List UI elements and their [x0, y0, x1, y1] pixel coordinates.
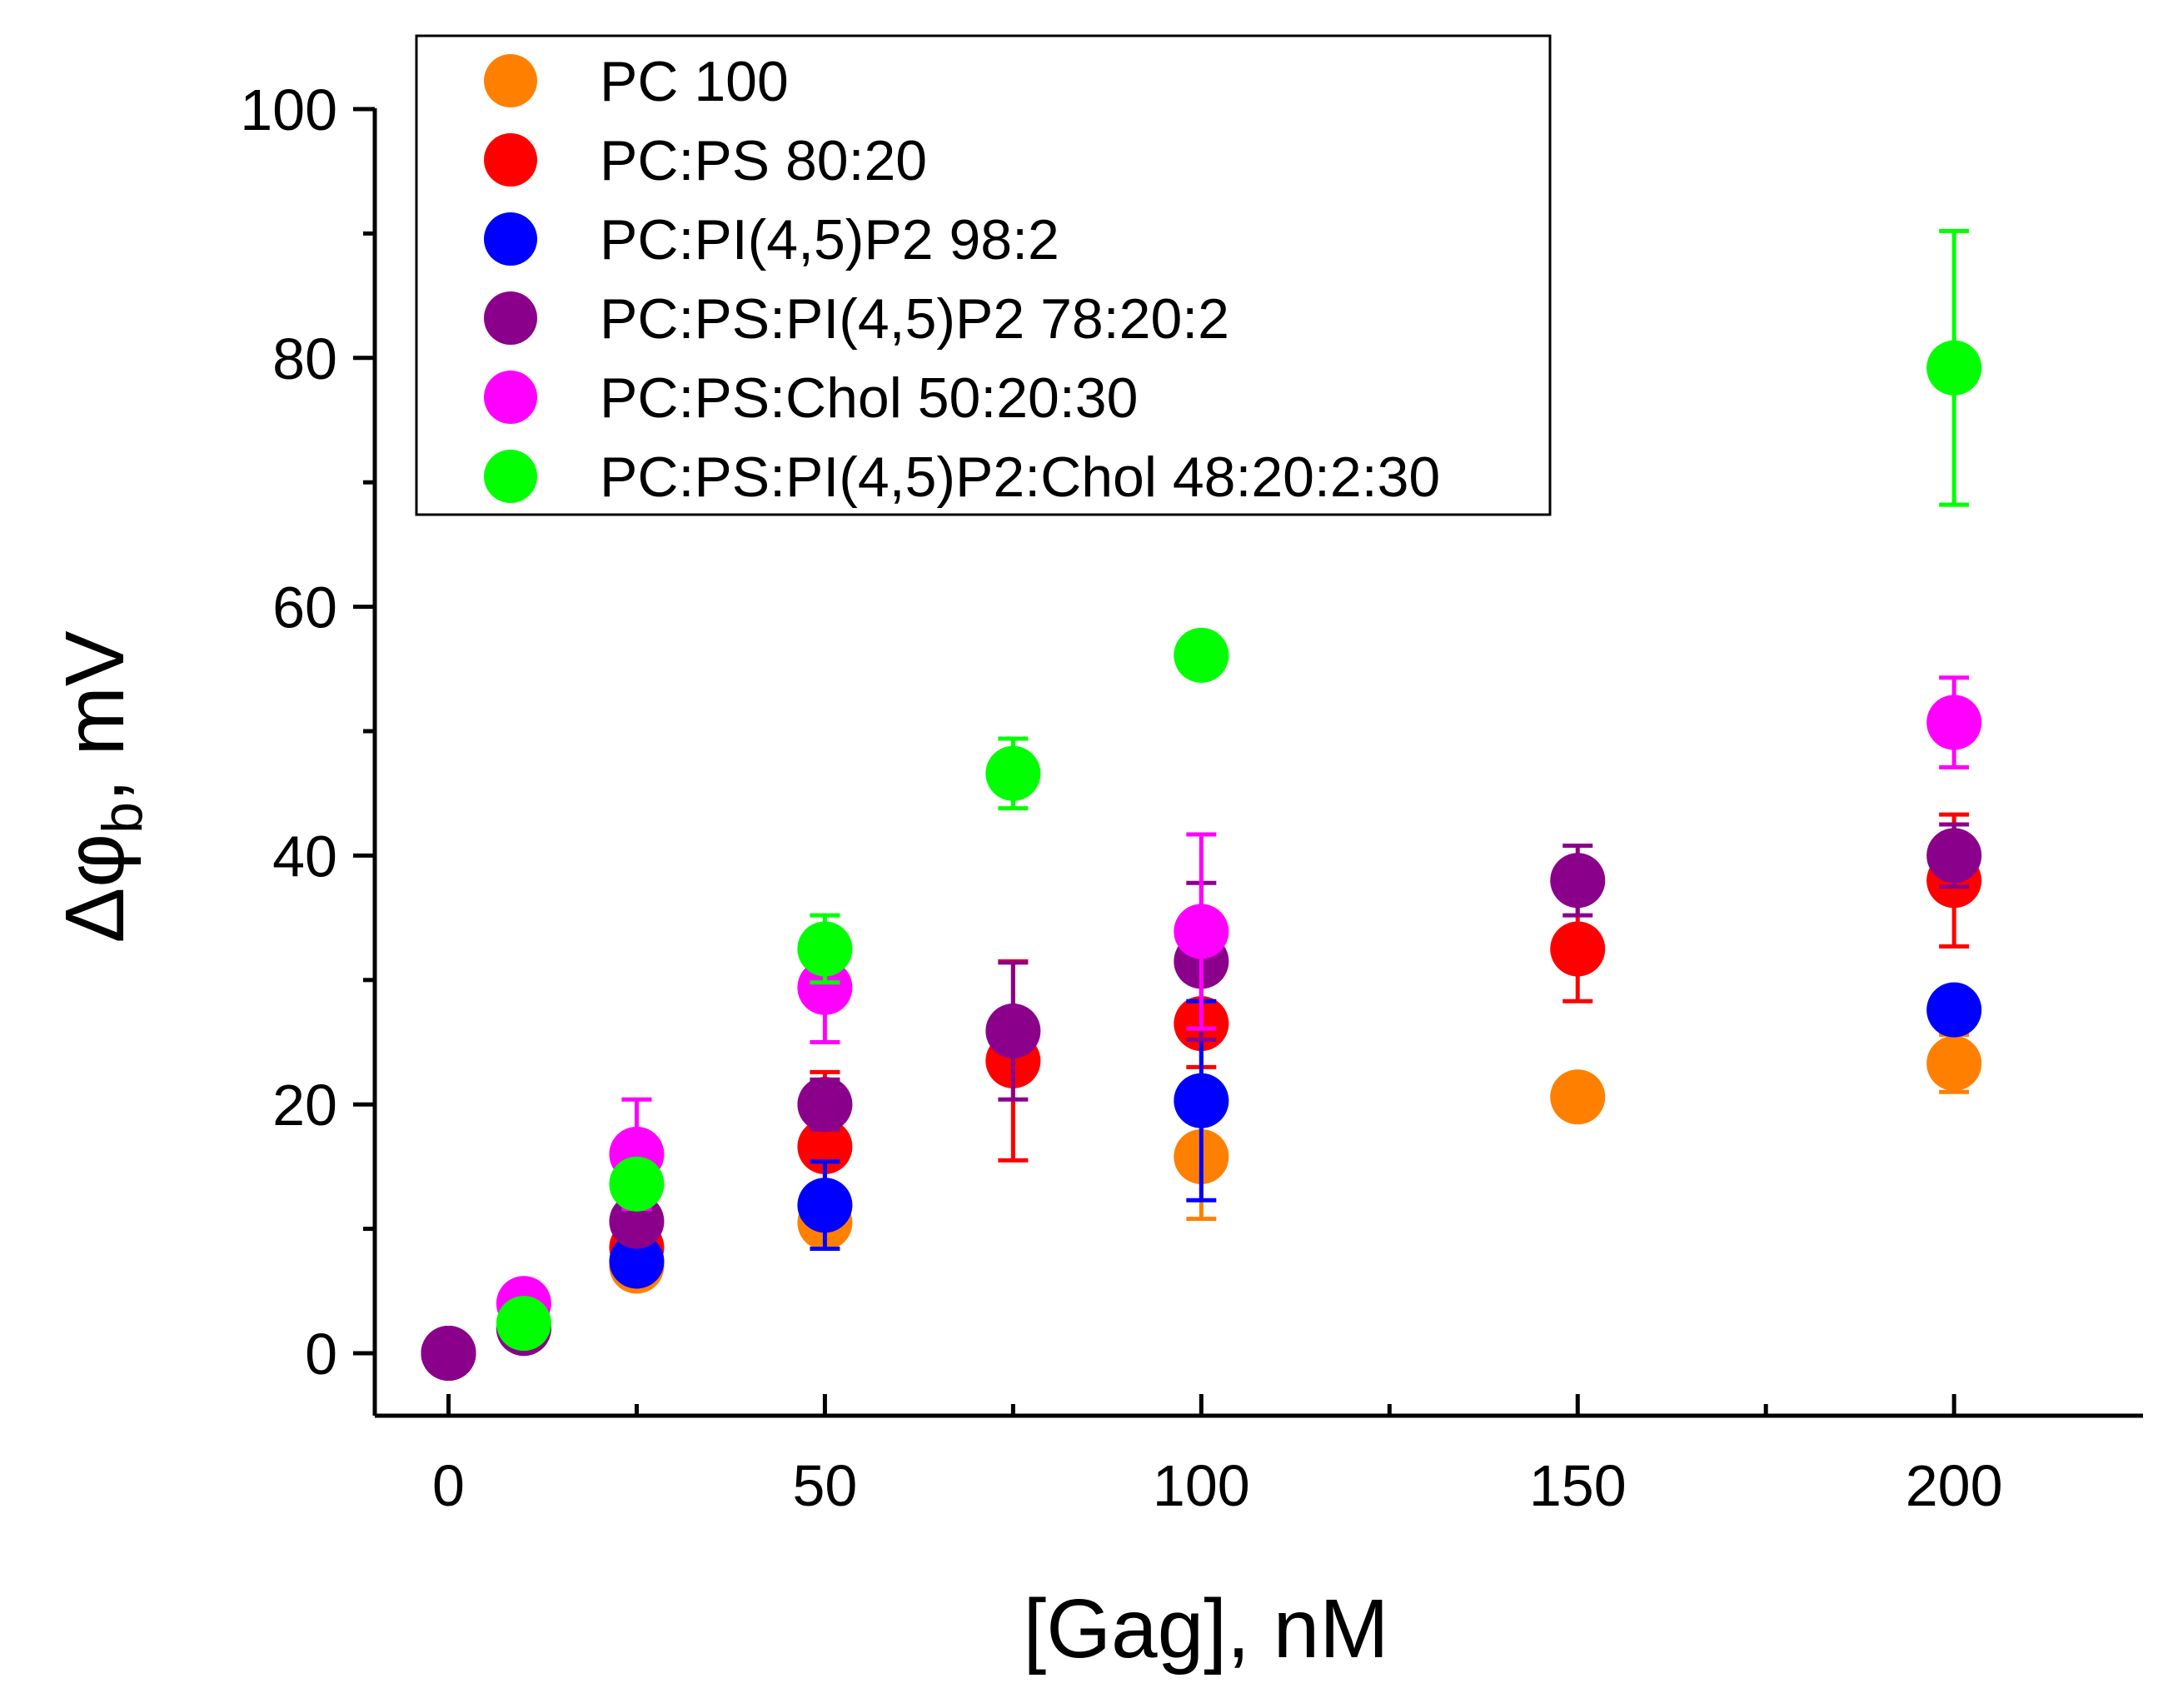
- data-point: [1926, 1035, 1982, 1091]
- data-point: [1926, 982, 1982, 1038]
- data-point: [985, 1003, 1041, 1059]
- x-tick-label: 150: [1529, 1453, 1627, 1518]
- legend-box: [415, 34, 1552, 516]
- data-point: [609, 1233, 665, 1289]
- data-point: [609, 1156, 665, 1212]
- legend-marker: [484, 450, 537, 503]
- legend-marker: [484, 54, 537, 107]
- data-point: [797, 959, 853, 1015]
- y-tick-label: 20: [272, 1073, 337, 1138]
- legend-marker: [484, 291, 537, 345]
- x-tick-label: 100: [1153, 1453, 1250, 1518]
- legend-label: PC:PI(4,5)P2 98:2: [600, 208, 1059, 271]
- y-axis-title-symbol: Δφ: [48, 834, 142, 944]
- data-point: [797, 1077, 853, 1133]
- legend-label: PC 100: [600, 50, 789, 113]
- legend-marker: [484, 212, 537, 266]
- legend: PC 100 PC:PS 80:20 PC:PI(4,5)P2 98:2 PC:PS:…: [415, 34, 1552, 516]
- data-point: [1550, 921, 1606, 977]
- series-6: [496, 228, 1982, 1352]
- data-point: [496, 1296, 551, 1352]
- y-axis-title-unit: , mV: [48, 630, 142, 802]
- y-axis-title-subscript: b: [91, 802, 154, 834]
- data-point: [797, 1178, 853, 1233]
- data-point: [797, 921, 853, 977]
- y-tick-label: 0: [305, 1322, 337, 1387]
- legend-marker: [484, 371, 537, 424]
- data-point: [1926, 828, 1982, 884]
- data-point: [1550, 853, 1606, 909]
- x-axis: 0 50 100 150 200: [375, 1394, 2143, 1518]
- y-axis: 0 20 40 60 80 100: [240, 77, 377, 1416]
- legend-label: PC:PS:PI(4,5)P2 78:20:2: [600, 287, 1229, 351]
- y-tick-label: 40: [272, 824, 337, 889]
- y-tick-label: 60: [272, 575, 337, 640]
- x-tick-label: 200: [1906, 1453, 2003, 1518]
- data-marks: [421, 228, 1982, 1381]
- series-5: [496, 675, 1982, 1332]
- data-point: [421, 1326, 476, 1381]
- data-point: [1550, 1069, 1606, 1125]
- legend-label: PC:PS 80:20: [600, 129, 927, 192]
- legend-label: PC:PS:Chol 50:20:30: [600, 366, 1138, 430]
- y-tick-label: 80: [272, 326, 337, 391]
- data-point: [1174, 627, 1229, 683]
- legend-marker: [484, 133, 537, 187]
- legend-label: PC:PS:PI(4,5)P2:Chol 48:20:2:30: [600, 446, 1440, 509]
- data-point: [1926, 695, 1982, 750]
- y-axis-title: Δφb, mV: [48, 630, 154, 943]
- data-point: [1174, 904, 1229, 959]
- data-point: [985, 745, 1041, 801]
- y-tick-label: 100: [240, 77, 337, 142]
- x-axis-title: [Gag], nM: [1023, 1582, 1388, 1676]
- data-point: [1926, 340, 1982, 396]
- data-point: [1174, 1073, 1229, 1128]
- x-tick-label: 0: [432, 1453, 465, 1518]
- x-tick-label: 50: [792, 1453, 857, 1518]
